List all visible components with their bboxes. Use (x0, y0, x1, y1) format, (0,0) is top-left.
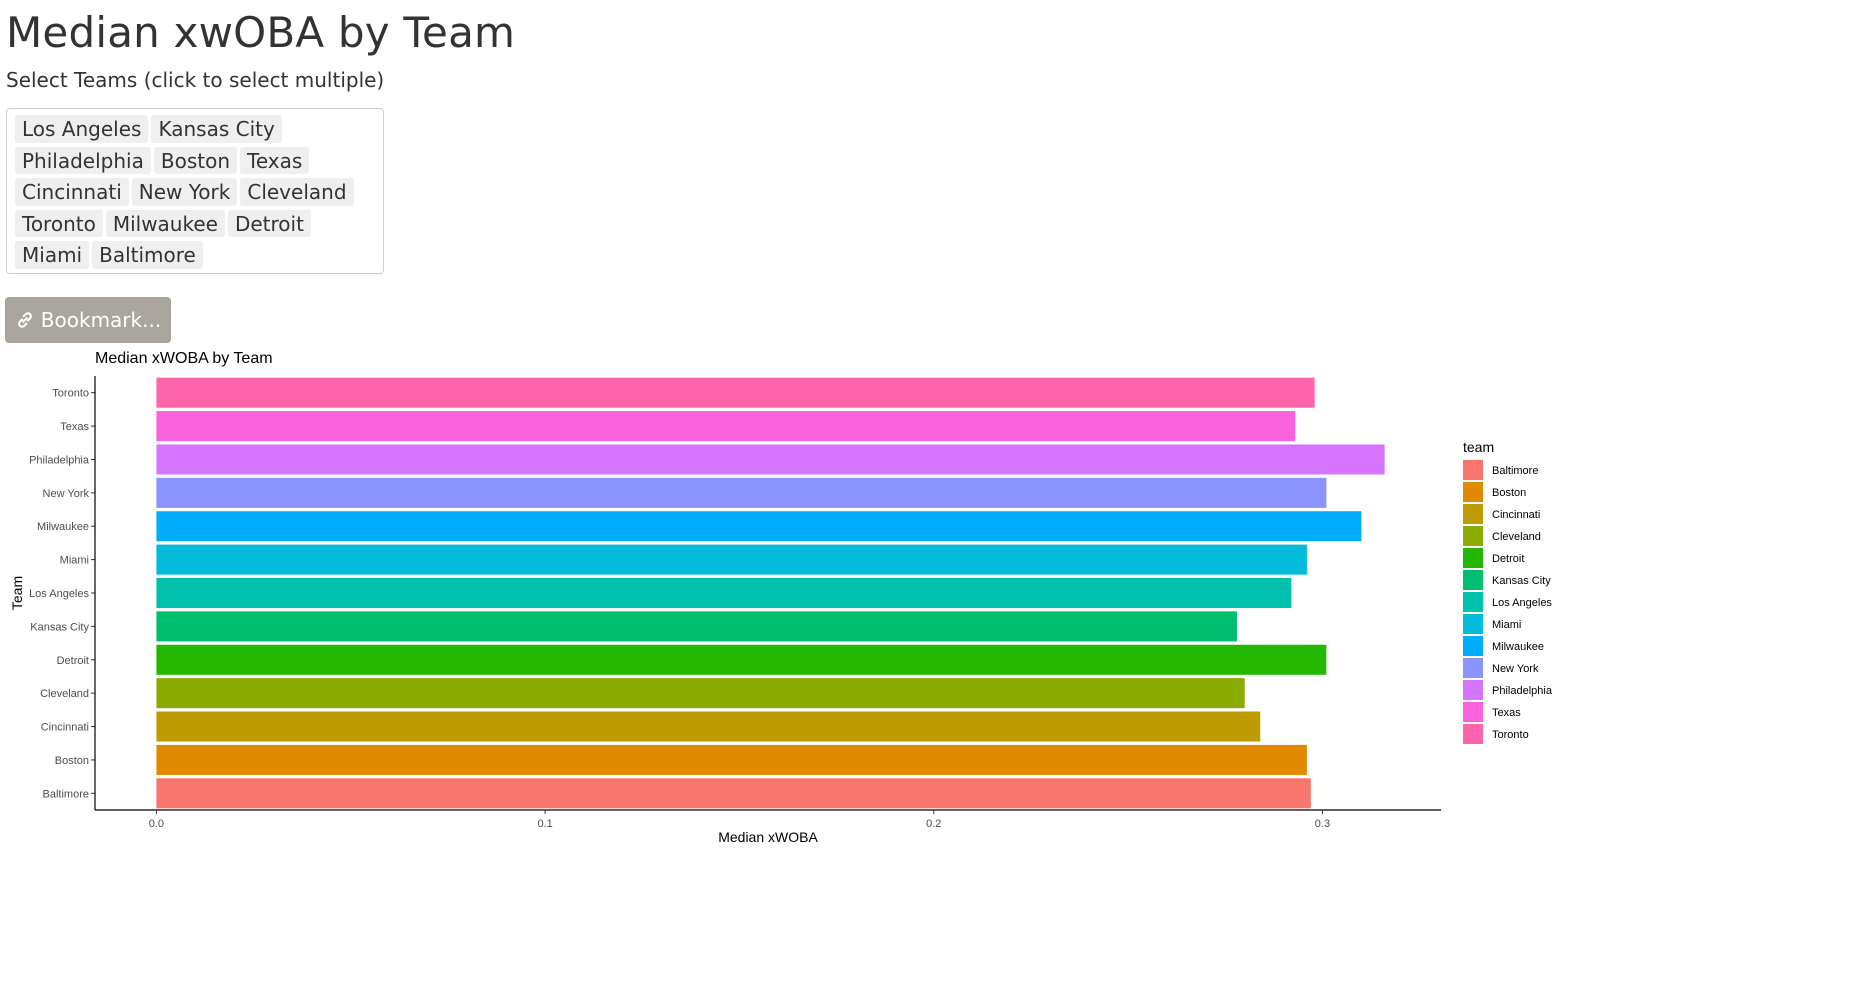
legend-swatch (1463, 680, 1483, 700)
legend-swatch (1463, 460, 1483, 480)
bar (156, 411, 1296, 442)
legend-swatch (1463, 724, 1483, 744)
bar (156, 611, 1237, 642)
bar (156, 644, 1327, 675)
bar (156, 778, 1311, 809)
y-tick-label: Cleveland (40, 688, 89, 700)
y-tick-label: Boston (55, 755, 89, 767)
legend-swatch (1463, 570, 1483, 590)
team-chip[interactable]: Toronto (15, 209, 103, 237)
team-chip[interactable]: Los Angeles (15, 115, 149, 143)
team-chip[interactable]: Milwaukee (105, 209, 225, 237)
team-chip[interactable]: Boston (153, 146, 237, 174)
y-tick-label: Philadelphia (29, 454, 90, 466)
team-chip[interactable]: Baltimore (92, 241, 203, 269)
legend-title: team (1463, 439, 1494, 455)
x-tick-label: 0.1 (537, 818, 552, 830)
bar (156, 511, 1362, 542)
legend-swatch (1463, 526, 1483, 546)
team-chip[interactable]: Cincinnati (15, 178, 129, 206)
x-tick-label: 0.3 (1315, 818, 1330, 830)
legend-label: Texas (1492, 707, 1521, 719)
x-tick-label: 0.0 (149, 818, 164, 830)
y-tick-label: Cincinnati (41, 722, 89, 734)
bar (156, 678, 1245, 709)
team-chip[interactable]: Detroit (227, 209, 311, 237)
y-tick-label: Texas (60, 421, 89, 433)
team-multiselect[interactable]: Los Angeles Kansas City Philadelphia Boston… (6, 108, 384, 274)
team-chip[interactable]: Kansas City (151, 115, 282, 143)
legend-swatch (1463, 702, 1483, 722)
legend-label: Milwaukee (1492, 641, 1544, 653)
legend-swatch (1463, 482, 1483, 502)
chart-title: Median xWOBA by Team (95, 350, 273, 367)
legend-label: Detroit (1492, 553, 1524, 565)
team-chip[interactable]: New York (131, 178, 238, 206)
bar (156, 377, 1315, 408)
link-icon (17, 312, 32, 328)
bar (156, 544, 1307, 575)
legend-label: Boston (1492, 487, 1526, 499)
legend-swatch (1463, 592, 1483, 612)
legend-label: Los Angeles (1492, 597, 1552, 609)
legend-swatch (1463, 504, 1483, 524)
legend-label: Kansas City (1492, 575, 1551, 587)
y-tick-label: Baltimore (43, 788, 89, 800)
team-select-label: Select Teams (click to select multiple) (6, 68, 385, 92)
team-chip[interactable]: Texas (240, 146, 310, 174)
legend-swatch (1463, 636, 1483, 656)
team-chip[interactable]: Philadelphia (15, 146, 151, 174)
legend-label: Cincinnati (1492, 509, 1540, 521)
legend-label: Toronto (1492, 729, 1529, 741)
x-tick-label: 0.2 (926, 818, 941, 830)
team-chip[interactable]: Miami (15, 241, 90, 269)
legend-label: Miami (1492, 619, 1521, 631)
bookmark-label: Bookmark... (40, 308, 162, 332)
y-tick-label: New York (43, 488, 90, 500)
bar (156, 711, 1261, 742)
x-axis-title: Median xWOBA (718, 829, 818, 845)
bar (156, 577, 1292, 609)
y-tick-label: Milwaukee (37, 521, 89, 533)
legend-label: Baltimore (1492, 465, 1538, 477)
y-tick-label: Kansas City (30, 621, 89, 633)
bar (156, 444, 1385, 475)
legend-swatch (1463, 548, 1483, 568)
legend-swatch (1463, 614, 1483, 634)
legend-swatch (1463, 658, 1483, 678)
legend-label: Cleveland (1492, 531, 1541, 543)
team-chip[interactable]: Cleveland (240, 178, 354, 206)
page-title: Median xwOBA by Team (6, 8, 516, 57)
bookmark-button[interactable]: Bookmark... (5, 297, 171, 343)
bar (156, 477, 1327, 508)
y-tick-label: Miami (60, 555, 89, 567)
y-tick-label: Toronto (52, 388, 89, 400)
y-tick-label: Detroit (57, 655, 89, 667)
legend-label: Philadelphia (1492, 685, 1553, 697)
bar (156, 744, 1307, 775)
legend-label: New York (1492, 663, 1539, 675)
y-tick-label: Los Angeles (29, 588, 89, 600)
y-axis-title: Team (9, 576, 25, 610)
